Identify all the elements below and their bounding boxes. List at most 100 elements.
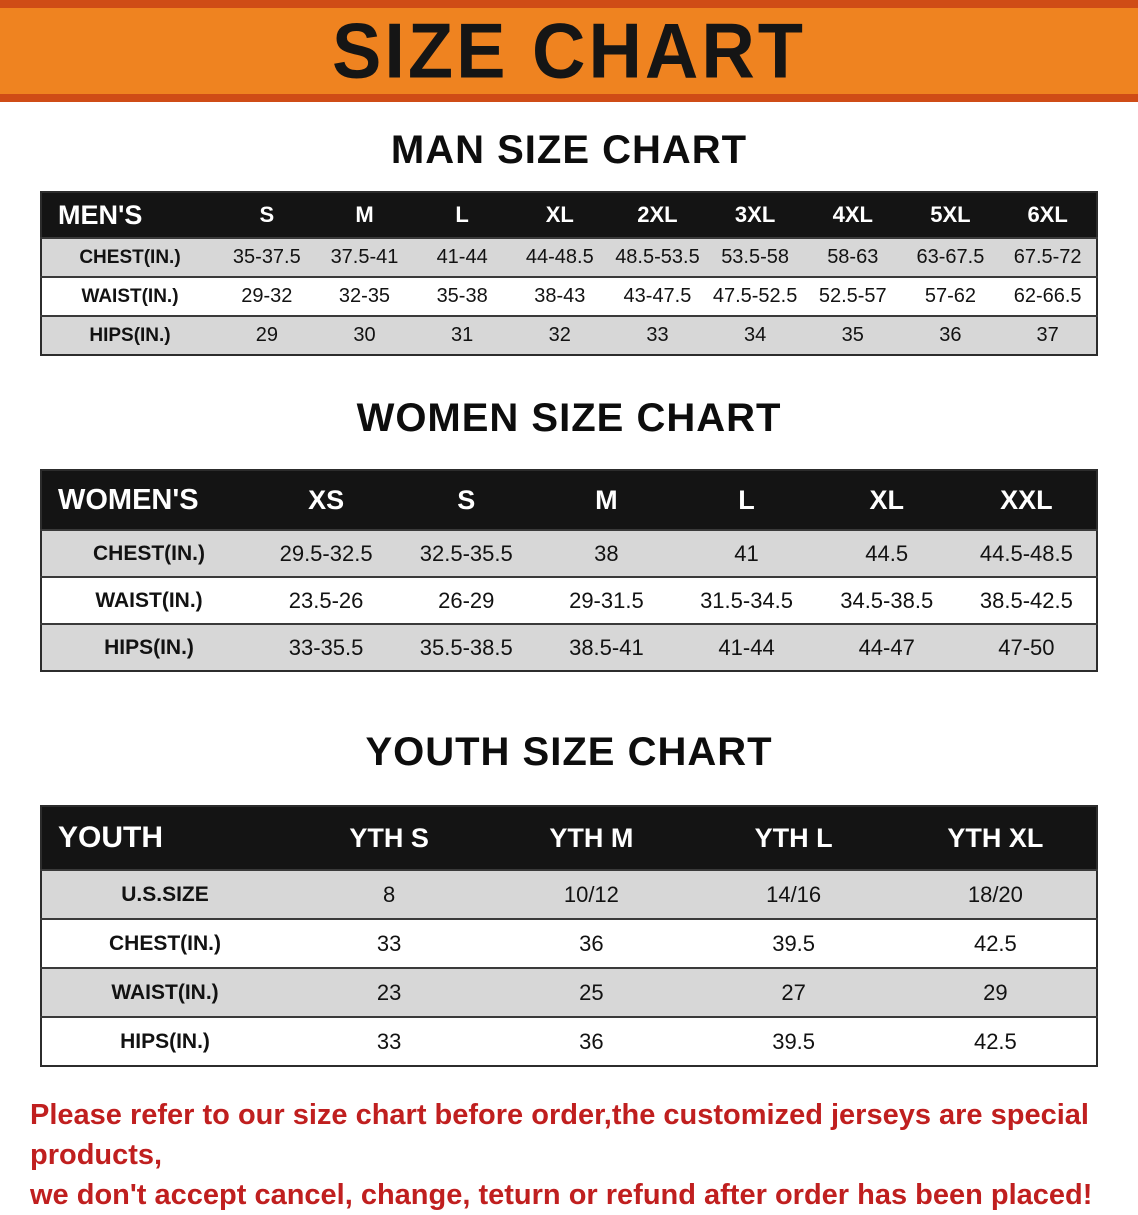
measurement-value: 8	[288, 869, 491, 919]
size-column-header: XL	[510, 192, 609, 238]
size-column-header: XL	[816, 470, 957, 530]
measurement-row-label: HIPS(IN.)	[41, 315, 218, 355]
size-column-header: XXL	[956, 470, 1097, 530]
men-size-section: MAN SIZE CHART MEN'S S M L XL 2XL 3XL 4XL 5XL 6XL…	[0, 128, 1138, 356]
measurement-value: 32	[510, 315, 609, 355]
measurement-value: 10/12	[490, 869, 693, 919]
measurement-value: 29	[218, 315, 316, 355]
size-column-header: YTH XL	[894, 806, 1097, 870]
measurement-row-label: CHEST(IN.)	[41, 237, 218, 277]
measurement-value: 44-47	[816, 623, 957, 671]
measurement-value: 35-38	[413, 276, 511, 316]
measurement-value: 23.5-26	[256, 576, 397, 624]
measurement-value: 34	[706, 315, 804, 355]
measurement-value: 36	[490, 918, 693, 968]
measurement-value: 57-62	[901, 276, 1000, 316]
measurement-value: 48.5-53.5	[608, 237, 707, 277]
measurement-value: 63-67.5	[901, 237, 1000, 277]
size-column-header: S	[396, 470, 537, 530]
measurement-value: 29-32	[218, 276, 316, 316]
measurement-value: 44.5	[816, 529, 957, 577]
measurement-value: 31	[413, 315, 511, 355]
measurement-row-label: WAIST(IN.)	[41, 967, 288, 1017]
measurement-value: 38	[536, 529, 677, 577]
measurement-value: 32.5-35.5	[396, 529, 537, 577]
table-row: WAIST(IN.) 23 25 27 29	[41, 967, 1097, 1017]
women-size-table: WOMEN'S XS S M L XL XXL CHEST(IN.) 29.5-32.5 32.5…	[40, 469, 1098, 672]
order-notice-line-2: we don't accept cancel, change, teturn o…	[30, 1179, 1093, 1212]
youth-size-section: YOUTH SIZE CHART YOUTH YTH S YTH M YTH L YTH…	[0, 730, 1138, 1067]
table-header-row: WOMEN'S XS S M L XL XXL	[41, 470, 1097, 530]
measurement-row-label: HIPS(IN.)	[41, 1016, 288, 1066]
size-column-header: YTH L	[692, 806, 895, 870]
banner: SIZE CHART	[0, 0, 1138, 102]
table-corner-label: YOUTH	[41, 806, 288, 870]
table-row: CHEST(IN.) 35-37.5 37.5-41 41-44 44-48.5 48.5…	[41, 237, 1097, 277]
measurement-value: 58-63	[803, 237, 902, 277]
table-row: HIPS(IN.) 33-35.5 35.5-38.5 38.5-41 41-44 44-…	[41, 623, 1097, 671]
measurement-value: 47.5-52.5	[706, 276, 804, 316]
table-row: U.S.SIZE 8 10/12 14/16 18/20	[41, 869, 1097, 919]
measurement-row-label: WAIST(IN.)	[41, 276, 218, 316]
measurement-value: 34.5-38.5	[816, 576, 957, 624]
measurement-value: 29	[894, 967, 1097, 1017]
size-column-header: 4XL	[803, 192, 902, 238]
table-row: CHEST(IN.) 33 36 39.5 42.5	[41, 918, 1097, 968]
size-column-header: L	[676, 470, 817, 530]
size-column-header: XS	[256, 470, 397, 530]
measurement-value: 18/20	[894, 869, 1097, 919]
table-row: CHEST(IN.) 29.5-32.5 32.5-35.5 38 41 44.5 44.5…	[41, 529, 1097, 577]
youth-size-table: YOUTH YTH S YTH M YTH L YTH XL U.S.SIZE 8 10/12…	[40, 805, 1098, 1067]
measurement-value: 38-43	[510, 276, 609, 316]
measurement-value: 42.5	[894, 1016, 1097, 1066]
measurement-value: 44-48.5	[510, 237, 609, 277]
measurement-value: 39.5	[692, 1016, 895, 1066]
measurement-value: 29-31.5	[536, 576, 677, 624]
measurement-value: 41-44	[413, 237, 511, 277]
measurement-value: 14/16	[692, 869, 895, 919]
measurement-value: 29.5-32.5	[256, 529, 397, 577]
measurement-value: 62-66.5	[999, 276, 1097, 316]
measurement-value: 25	[490, 967, 693, 1017]
measurement-value: 43-47.5	[608, 276, 707, 316]
size-column-header: 6XL	[999, 192, 1097, 238]
size-column-header: M	[536, 470, 677, 530]
measurement-value: 27	[692, 967, 895, 1017]
measurement-value: 39.5	[692, 918, 895, 968]
measurement-value: 67.5-72	[999, 237, 1097, 277]
youth-section-heading: YOUTH SIZE CHART	[365, 730, 773, 774]
order-notice: Please refer to our size chart before or…	[30, 1095, 1108, 1215]
size-column-header: YTH S	[288, 806, 491, 870]
table-header-row: MEN'S S M L XL 2XL 3XL 4XL 5XL 6XL	[41, 192, 1097, 238]
measurement-value: 38.5-41	[536, 623, 677, 671]
men-section-heading: MAN SIZE CHART	[390, 128, 748, 172]
table-row: WAIST(IN.) 29-32 32-35 35-38 38-43 43-47.5 47.…	[41, 276, 1097, 316]
measurement-value: 47-50	[956, 623, 1097, 671]
measurement-value: 33	[288, 918, 491, 968]
table-row: HIPS(IN.) 29 30 31 32 33 34 35 36 37	[41, 315, 1097, 355]
measurement-value: 33-35.5	[256, 623, 397, 671]
size-column-header: L	[413, 192, 511, 238]
measurement-value: 38.5-42.5	[956, 576, 1097, 624]
measurement-row-label: U.S.SIZE	[41, 869, 288, 919]
measurement-row-label: CHEST(IN.)	[41, 529, 256, 577]
measurement-value: 33	[608, 315, 707, 355]
measurement-value: 35.5-38.5	[396, 623, 537, 671]
measurement-value: 30	[315, 315, 414, 355]
measurement-value: 23	[288, 967, 491, 1017]
measurement-value: 52.5-57	[803, 276, 902, 316]
measurement-value: 36	[490, 1016, 693, 1066]
size-column-header: 2XL	[608, 192, 707, 238]
table-row: HIPS(IN.) 33 36 39.5 42.5	[41, 1016, 1097, 1066]
size-column-header: 5XL	[901, 192, 1000, 238]
measurement-value: 41	[676, 529, 817, 577]
measurement-value: 41-44	[676, 623, 817, 671]
page-title: SIZE CHART	[332, 6, 806, 95]
measurement-row-label: WAIST(IN.)	[41, 576, 256, 624]
measurement-row-label: CHEST(IN.)	[41, 918, 288, 968]
measurement-value: 37	[999, 315, 1097, 355]
measurement-value: 44.5-48.5	[956, 529, 1097, 577]
measurement-value: 32-35	[315, 276, 414, 316]
size-column-header: YTH M	[490, 806, 693, 870]
